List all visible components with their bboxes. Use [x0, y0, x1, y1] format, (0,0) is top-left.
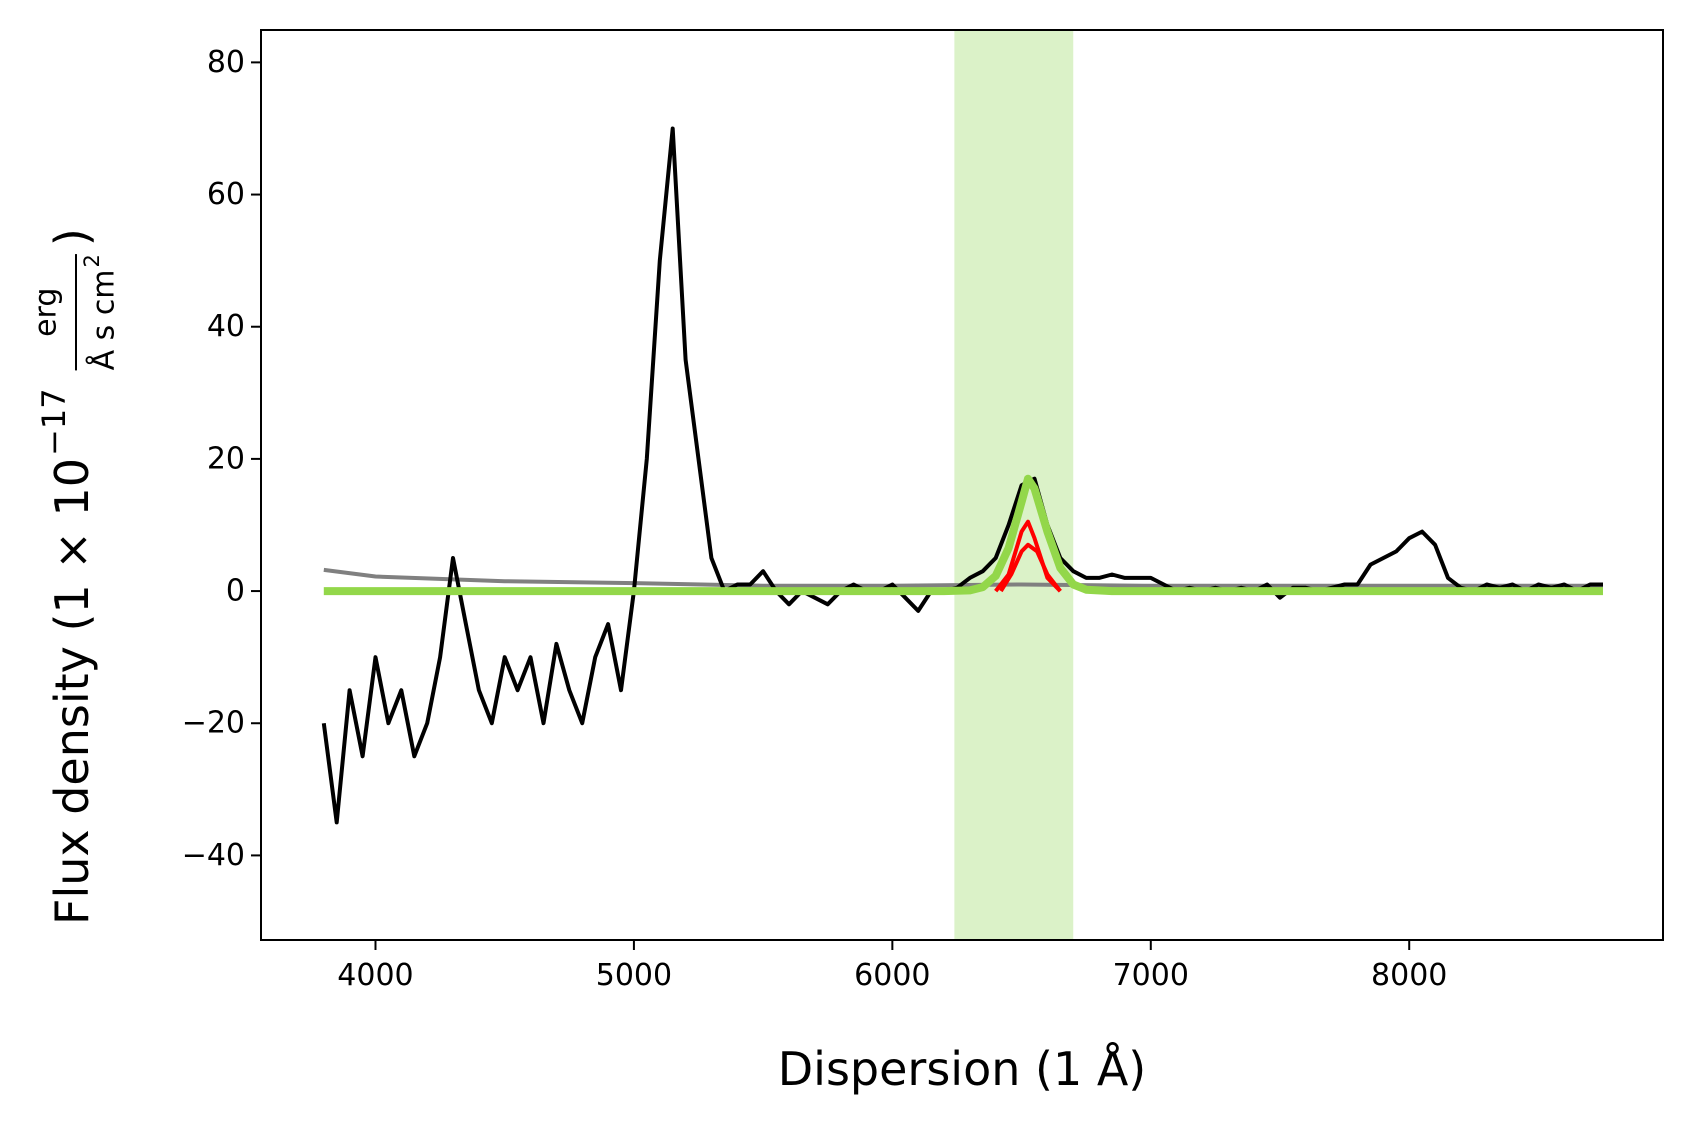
- y-tick-label: −20: [182, 706, 245, 741]
- y-tick-label: 80: [207, 45, 245, 80]
- y-tick-label: 0: [226, 574, 245, 609]
- series-line: [323, 567, 1603, 588]
- plot-area: [321, 126, 1603, 825]
- series-line: [994, 519, 1062, 593]
- x-axis-label: Dispersion (1 Å): [778, 1042, 1147, 1096]
- y-tick-label: 60: [207, 177, 245, 212]
- y-tick-label: −40: [182, 838, 245, 873]
- x-tick-label: 5000: [596, 958, 672, 993]
- y-tick-label: 40: [207, 309, 245, 344]
- x-tick-label: 4000: [337, 958, 413, 993]
- y-label-main: Flux density (1 × 10: [45, 458, 99, 925]
- y-label-numerator: erg: [29, 288, 64, 337]
- y-label-denominator: Å s cm: [86, 269, 122, 370]
- x-tick-label: 8000: [1371, 958, 1447, 993]
- x-tick-label: 6000: [854, 958, 930, 993]
- y-label-exponent: −17: [35, 388, 73, 456]
- x-tick-label: 7000: [1113, 958, 1189, 993]
- axes-frame: [260, 29, 1664, 941]
- series-line: [321, 126, 1603, 825]
- series-line: [323, 474, 1603, 596]
- y-label-close: ): [45, 228, 99, 246]
- series-line: [999, 542, 1062, 593]
- y-label-denominator-exponent: 2: [80, 254, 104, 267]
- y-axis-label: Flux density (1 × 10−17 Å s cm 2 erg): [29, 228, 122, 925]
- y-tick-label: 20: [207, 441, 245, 476]
- span: [954, 30, 1074, 940]
